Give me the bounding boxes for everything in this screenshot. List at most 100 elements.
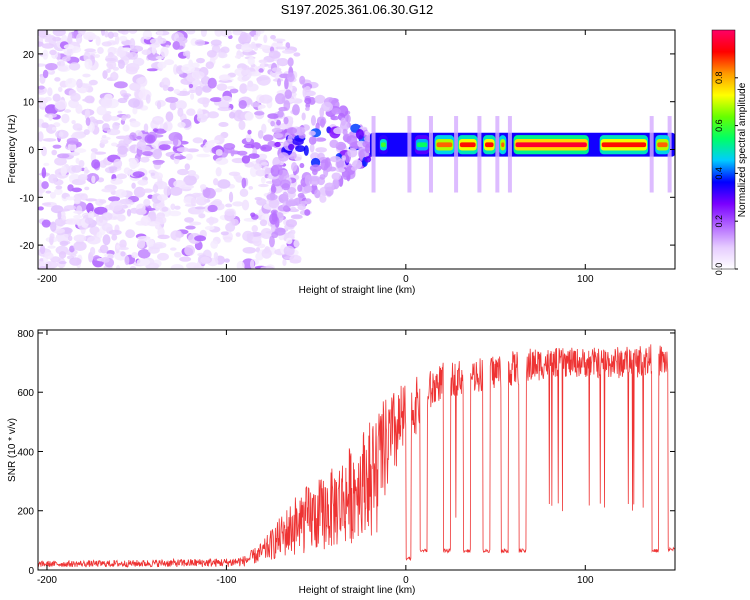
spectrogram-speckle (42, 69, 49, 79)
spectrogram-blob (350, 166, 358, 171)
spectrogram-speckle (223, 143, 236, 150)
spectrogram-speckle (173, 179, 186, 189)
spectrogram-speckle (69, 257, 82, 266)
spectrogram-speckle (73, 214, 83, 219)
spectrogram-speckle (260, 62, 265, 69)
spectrogram-speckle (42, 49, 49, 60)
spectrogram-blob (314, 94, 326, 104)
spectrogram-speckle (145, 94, 151, 104)
spectrogram-blob (364, 130, 369, 136)
spectrogram-speckle (232, 30, 244, 36)
spectrogram-speckle (248, 153, 260, 159)
spectrogram-speckle (88, 79, 98, 86)
spectrogram-speckle (60, 165, 67, 177)
spectrogram-speckle (75, 33, 83, 45)
spectrogram-speckle (71, 164, 82, 173)
spectrogram-blob (297, 192, 305, 199)
spectrogram-speckle (44, 261, 59, 269)
spectrogram-speckle (99, 244, 109, 254)
spectrogram-speckle (255, 30, 261, 37)
spectrogram-speckle (94, 206, 108, 215)
spectrogram-speckle (255, 169, 267, 177)
spectrogram-speckle (128, 30, 138, 34)
spectrogram-speckle (225, 203, 233, 208)
spectrogram-speckle (260, 228, 273, 239)
spectrogram-speckle (210, 97, 223, 103)
spectrogram-speckle (177, 168, 189, 176)
spectrogram-speckle (241, 155, 251, 164)
spectrogram-speckle (215, 157, 229, 165)
spectrogram-speckle (100, 30, 106, 36)
spectrogram-speckle (248, 185, 254, 190)
spectrogram-speckle (229, 88, 239, 94)
spectrogram-speckle (157, 194, 169, 201)
spectrogram-speckle (170, 264, 184, 269)
spectrogram-blob (342, 128, 348, 136)
spectrogram-speckle (93, 151, 107, 155)
spectrogram-speckle (260, 266, 274, 269)
x-tick-label: -200 (37, 575, 57, 586)
spectrogram-speckle (56, 208, 70, 212)
spectrogram-speckle (54, 188, 63, 196)
spectrogram-speckle (73, 193, 82, 204)
spectrogram-speckle (129, 132, 137, 141)
spectrogram-speckle (183, 175, 197, 186)
spectrogram-speckle (198, 213, 206, 219)
spectrogram-speckle (107, 31, 114, 39)
spectrogram-speckle (74, 148, 87, 153)
spectrogram-speckle (152, 128, 159, 133)
spectrogram-blob (305, 106, 310, 111)
spectrogram-y-axis-label: Frequency (Hz) (7, 115, 18, 184)
spectrogram-speckle (42, 138, 57, 142)
spectrogram-speckle (146, 135, 154, 143)
spectrogram-speckle (220, 46, 230, 54)
spectrogram-speckle (172, 136, 179, 147)
spectrogram-speckle (129, 158, 138, 170)
spectrogram-speckle (206, 217, 219, 224)
spectrogram-speckle (84, 169, 90, 174)
spectrogram-speckle (210, 240, 219, 249)
spectrogram-speckle (257, 129, 264, 139)
spectrogram-speckle (91, 159, 101, 169)
spectrogram-speckle (117, 145, 128, 155)
spectrogram-speckle (38, 206, 44, 211)
spectrogram-blob (331, 172, 342, 181)
spectrogram-speckle (207, 204, 218, 213)
spectrogram-speckle (184, 244, 195, 256)
spectrogram-blob (304, 174, 313, 186)
spectrogram-speckle (157, 234, 170, 240)
spectrogram-blob (268, 50, 281, 59)
spectrogram-speckle (65, 196, 75, 201)
spectrogram-speckle (169, 186, 183, 196)
spectrogram-speckle (123, 167, 131, 175)
spectrogram-speckle (85, 198, 98, 202)
spectrogram-blob (341, 170, 349, 178)
snr-axes: -200 -100 0 100 0 200 400 600 800 (17, 329, 676, 586)
spectrogram-speckle (253, 34, 259, 41)
spectrogram-speckle (254, 111, 265, 116)
x-tick-label: -100 (216, 274, 236, 285)
spectrogram-speckle (163, 185, 171, 197)
spectrogram-speckle (137, 179, 149, 186)
spectrogram-speckle (102, 70, 108, 79)
spectrogram-speckle (109, 229, 122, 236)
spectrogram-blob (308, 130, 316, 136)
y-tick-label: 200 (17, 507, 34, 518)
spectrogram-speckle (251, 225, 258, 233)
spectrogram-speckle (101, 41, 113, 47)
spectrogram-speckle (69, 245, 75, 253)
spectrogram-speckle (191, 192, 201, 198)
spectrogram-speckle (250, 102, 260, 108)
spectrogram-speckle (142, 188, 154, 193)
spectrogram-speckle (117, 110, 123, 114)
spectrogram-speckle (239, 31, 248, 43)
spectrogram-speckle (116, 173, 128, 180)
spectrogram-blob (300, 200, 308, 205)
spectrogram-speckle (165, 111, 174, 122)
spectrogram-speckle (207, 111, 219, 119)
spectrogram-speckle (272, 38, 286, 43)
y-tick-label: 20 (23, 50, 35, 61)
spectrogram-blob (272, 132, 284, 139)
spectrogram-speckle (52, 30, 66, 37)
spectrogram-speckle (43, 162, 50, 166)
